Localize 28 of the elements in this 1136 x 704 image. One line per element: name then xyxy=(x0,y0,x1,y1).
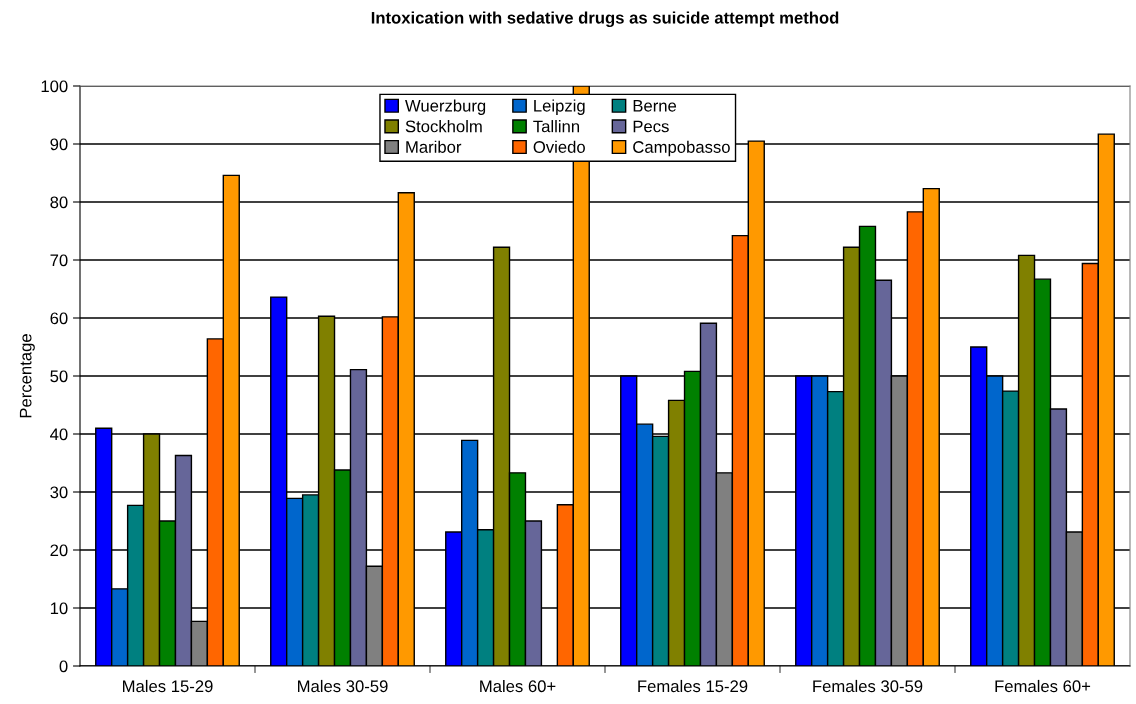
x-tick-label: Females 15-29 xyxy=(638,679,748,693)
y-tick-label: 50 xyxy=(50,370,68,383)
legend-label: Pecs xyxy=(633,120,669,133)
legend-label: Berne xyxy=(633,100,677,112)
y-tick-label: 80 xyxy=(50,196,68,209)
legend-label: Wuerzburg xyxy=(405,99,486,115)
y-tick-label: 10 xyxy=(50,602,68,615)
legend-label: Tallinn xyxy=(533,120,580,133)
x-tick-label: Females 30-59 xyxy=(813,679,923,693)
y-tick-label: 30 xyxy=(50,486,68,499)
chart-title: Intoxication with sedative drugs as suicide attempt method xyxy=(371,11,839,28)
y-tick-label: 0 xyxy=(59,660,68,673)
x-tick-label: Males 60+ xyxy=(480,679,556,693)
legend-label: Maribor xyxy=(406,140,462,153)
x-tick-label: Males 30-59 xyxy=(298,679,388,693)
legend-label: Oviedo xyxy=(533,140,585,153)
legend-label: Stockholm xyxy=(405,120,482,133)
x-tick-label: Males 15-29 xyxy=(123,679,213,693)
y-tick-label: 40 xyxy=(50,428,68,441)
y-tick-label: 100 xyxy=(41,80,68,93)
legend-label: Campobasso xyxy=(633,140,730,157)
y-tick-label: 20 xyxy=(50,544,68,557)
legend-label: Leipzig xyxy=(534,99,585,115)
y-tick-label: 60 xyxy=(50,312,68,325)
y-tick-label: 70 xyxy=(50,254,68,267)
y-tick-label: 90 xyxy=(50,138,68,151)
y-axis-title: Percentage xyxy=(19,334,35,418)
x-tick-label: Females 60+ xyxy=(995,679,1091,693)
